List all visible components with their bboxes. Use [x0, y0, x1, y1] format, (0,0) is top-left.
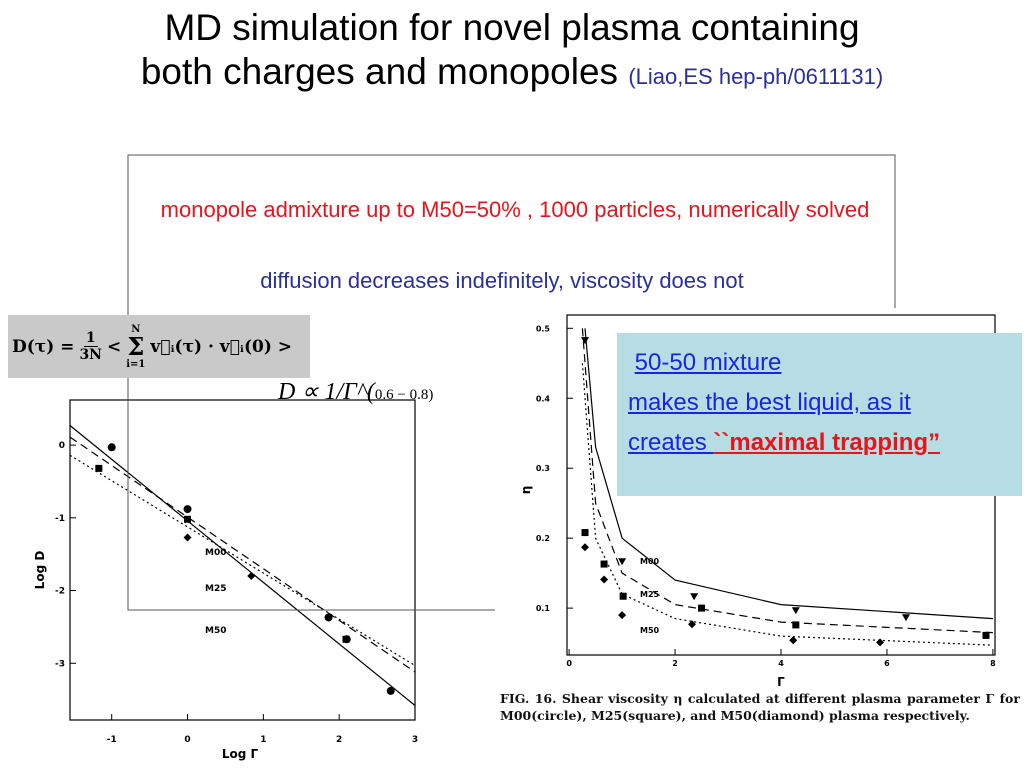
marker — [247, 572, 256, 580]
fit-line — [581, 363, 993, 646]
x-tick-label: 2 — [336, 735, 342, 745]
marker — [107, 443, 116, 452]
legend-label: M00 — [205, 548, 226, 558]
denominator: 3N — [79, 347, 102, 363]
marker — [324, 613, 333, 622]
formula-lhs: D(τ) = — [12, 336, 75, 357]
y-tick-label: 0.5 — [536, 324, 551, 333]
marker — [789, 636, 798, 645]
title-line: MD simulation for novel plasma containin… — [164, 7, 860, 48]
legend-label: M25 — [205, 584, 226, 594]
bracket: < — [106, 336, 122, 357]
y-tick-label: -3 — [55, 659, 65, 669]
fit-line — [581, 328, 993, 634]
marker — [581, 543, 590, 552]
fit-line — [584, 328, 993, 620]
x-axis-label: Log Γ — [222, 747, 259, 761]
marker — [342, 635, 350, 643]
marker — [183, 505, 192, 514]
fit-line — [69, 454, 416, 667]
y-tick-label: 0.4 — [536, 394, 551, 403]
sigma: Σ — [127, 331, 145, 361]
marker — [688, 620, 697, 629]
y-axis-label: Log D — [33, 551, 47, 590]
y-tick-label: 0.1 — [536, 604, 551, 613]
callout-emphasis: ``maximal trapping” — [713, 429, 941, 456]
x-tick-label: -1 — [107, 735, 117, 745]
marker — [183, 533, 192, 542]
formula-body: v⃗ᵢ(τ) · v⃗ᵢ(0) > — [150, 336, 293, 357]
plot-frame — [69, 399, 416, 721]
callout-line: makes the best liquid, as it — [628, 383, 1012, 423]
marker — [386, 686, 395, 695]
callout-text: makes the best liquid, as it — [628, 389, 911, 416]
x-tick-label: 1 — [260, 735, 266, 745]
lower: i=1 — [126, 358, 146, 370]
callout-line: creates ``maximal trapping” — [628, 423, 1012, 463]
marker — [902, 614, 911, 622]
marker — [618, 558, 627, 566]
scaling: D ∝ 1/Γ^(0.6 − 0.8) — [278, 377, 433, 406]
caption: FIG. 16. Shear viscosity η calculated at… — [500, 691, 1020, 723]
left-figure-bg — [40, 398, 420, 768]
y-tick-label: -1 — [55, 514, 65, 524]
marker — [600, 560, 608, 568]
diffusion-plot: -1 0 1 2 3 0 -1 -2 -3 Log Γ Log D M00 M25 M50 — [33, 399, 418, 761]
x-tick-label: 2 — [672, 659, 678, 668]
callout-text: 50-50 mixture — [634, 349, 782, 376]
marker — [982, 631, 990, 639]
callout: 50-50 mixture makes the best liquid, as … — [617, 333, 1022, 496]
marker — [690, 593, 699, 601]
marker — [876, 638, 885, 647]
numerator: 1 — [83, 330, 98, 347]
callout-line: 50-50 mixture — [628, 343, 1012, 383]
y-tick-label: -2 — [55, 587, 65, 597]
callout-text: creates — [628, 429, 714, 456]
title: MD simulation for novel plasma containin… — [0, 6, 1024, 99]
note-red: monopole admixture up to M50=50% , 1000 … — [160, 197, 870, 222]
note-blue: diffusion decreases indefinitely, viscos… — [260, 268, 744, 293]
y-tick-label: 0 — [59, 441, 65, 451]
viscosity-plot: 0 2 4 6 8 0.1 0.2 0.3 0.4 0.5 Γη M00 M25 M50 — [519, 314, 996, 689]
y-axis-label: η — [519, 486, 533, 495]
x-tick-label: 6 — [884, 659, 890, 668]
legend-label: M25 — [640, 590, 660, 599]
fraction: 1 3N — [79, 330, 102, 363]
legend-label: M00 — [640, 557, 660, 566]
x-tick-label: 4 — [778, 659, 784, 668]
marker — [618, 611, 627, 620]
upper: N — [131, 323, 141, 335]
legend-label: M50 — [205, 626, 226, 636]
citation: (Liao,ES hep-ph/0611131) — [628, 64, 884, 89]
marker — [619, 592, 627, 600]
marker — [184, 515, 192, 523]
title-line: both charges and monopoles (Liao,ES hep-… — [0, 50, 1024, 99]
x-axis-label: Γ — [777, 675, 785, 689]
marker — [581, 529, 589, 537]
exponent: 0.6 − 0.8) — [374, 387, 434, 403]
y-tick-label: 0.3 — [536, 464, 550, 473]
x-tick-label: 0 — [566, 659, 572, 668]
y-tick-label: 0.2 — [536, 534, 550, 543]
marker — [791, 607, 800, 615]
marker — [95, 464, 103, 472]
legend-label: M50 — [640, 626, 660, 635]
marker — [792, 621, 800, 629]
title-text: both charges and monopoles — [140, 51, 619, 92]
marker — [581, 337, 590, 345]
x-tick-label: 8 — [990, 659, 996, 668]
marker — [600, 575, 609, 584]
x-tick-label: 3 — [412, 735, 418, 745]
scaling-text: D ∝ 1/Γ^( — [278, 379, 375, 405]
marker — [698, 604, 706, 612]
x-tick-label: 0 — [184, 735, 190, 745]
